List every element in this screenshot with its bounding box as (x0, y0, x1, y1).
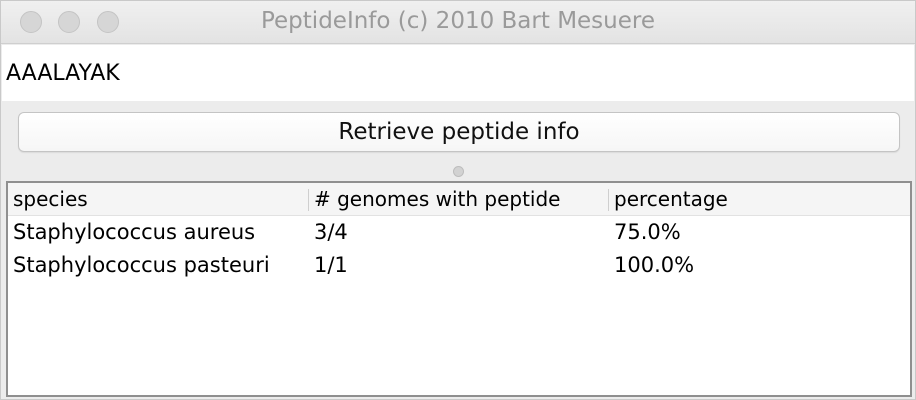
zoom-window-icon[interactable] (97, 11, 119, 33)
column-header-genomes[interactable]: # genomes with peptide (314, 187, 561, 211)
cell-species: Staphylococcus aureus (13, 220, 256, 244)
table-row[interactable]: Staphylococcus aureus 3/4 75.0% (8, 217, 910, 250)
cell-percentage: 75.0% (614, 220, 681, 244)
cell-species: Staphylococcus pasteuri (13, 253, 270, 277)
close-window-icon[interactable] (20, 11, 42, 33)
column-header-percentage[interactable]: percentage (614, 187, 728, 211)
cell-genomes: 3/4 (314, 220, 348, 244)
results-table: species # genomes with peptide percentag… (6, 181, 912, 397)
split-pane-handle[interactable] (453, 166, 464, 177)
window-title: PeptideInfo (c) 2010 Bart Mesuere (260, 8, 655, 34)
title-bar[interactable]: PeptideInfo (c) 2010 Bart Mesuere (1, 1, 915, 44)
table-row[interactable]: Staphylococcus pasteuri 1/1 100.0% (8, 250, 910, 283)
column-header-species[interactable]: species (13, 187, 88, 211)
cell-percentage: 100.0% (614, 253, 695, 277)
column-divider[interactable] (308, 189, 309, 211)
table-header: species # genomes with peptide percentag… (8, 183, 910, 216)
retrieve-peptide-info-button[interactable]: Retrieve peptide info (18, 112, 900, 152)
peptide-input[interactable] (2, 45, 914, 101)
column-divider[interactable] (608, 189, 609, 211)
minimize-window-icon[interactable] (58, 11, 80, 33)
cell-genomes: 1/1 (314, 253, 348, 277)
